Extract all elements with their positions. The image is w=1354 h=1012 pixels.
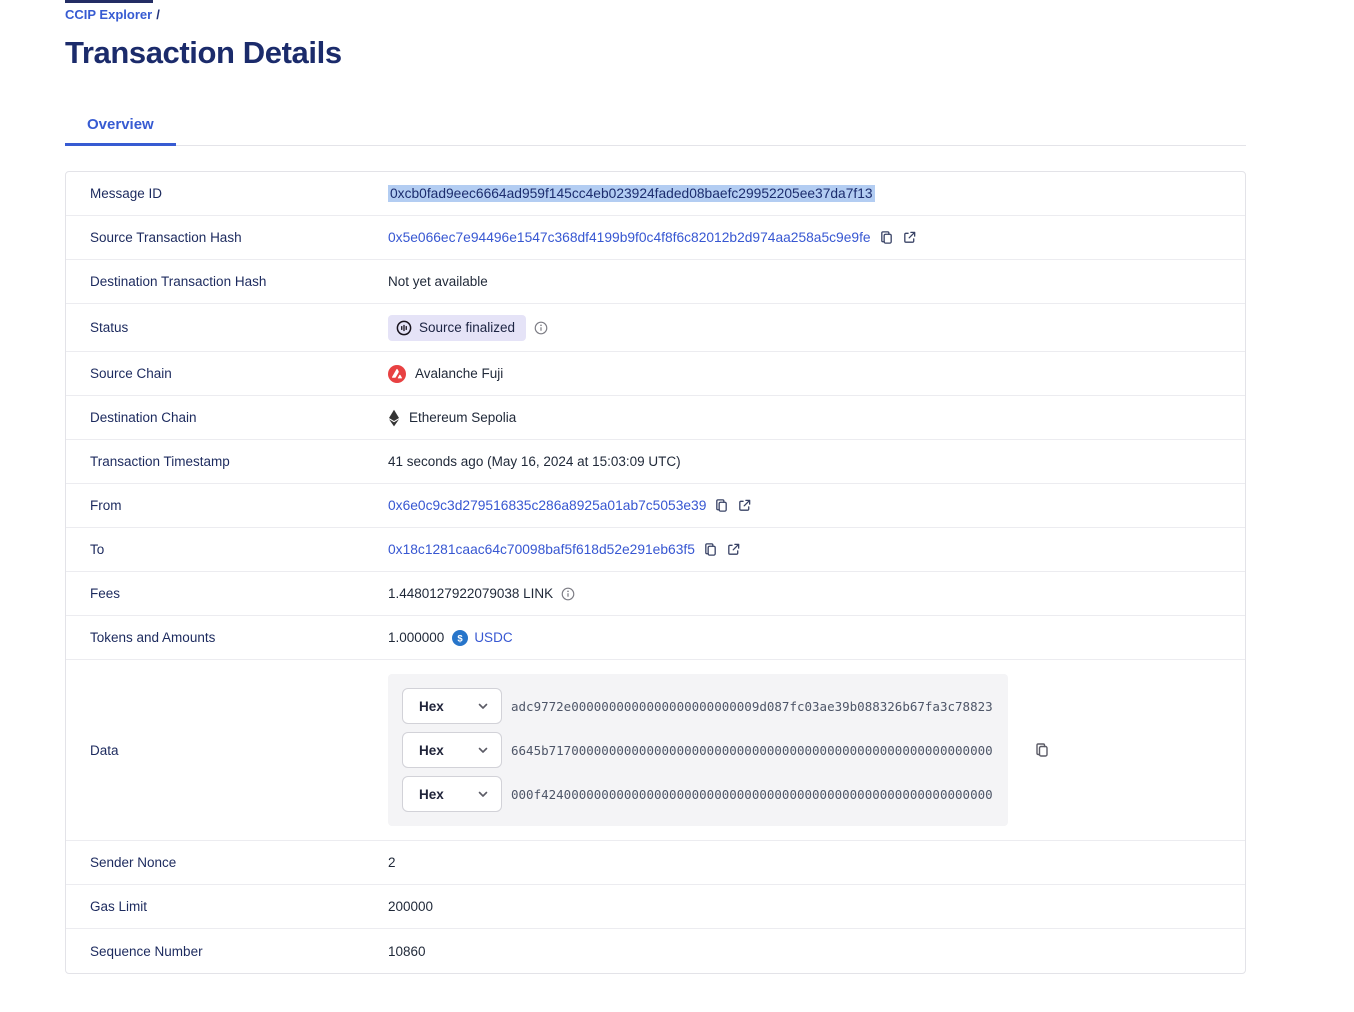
row-label-dest-chain: Destination Chain (90, 410, 388, 425)
avalanche-logo (388, 365, 406, 383)
copy-icon[interactable] (1034, 742, 1050, 758)
row-label-message-id: Message ID (90, 186, 388, 201)
row-data: Data Hex adc9772e00000000000000000000000… (66, 660, 1245, 841)
row-timestamp: Transaction Timestamp 41 seconds ago (Ma… (66, 440, 1245, 484)
token-symbol: USDC (474, 630, 512, 645)
gas-limit-value: 200000 (388, 899, 433, 914)
copy-icon[interactable] (879, 230, 894, 245)
row-tokens-and-amounts: Tokens and Amounts 1.000000 $ USDC (66, 616, 1245, 660)
data-format-label: Hex (419, 699, 444, 714)
ethereum-logo (388, 409, 400, 427)
sender-nonce-value: 2 (388, 855, 396, 870)
row-status: Status Source finalized (66, 304, 1245, 352)
data-hex-line: 6645b71700000000000000000000000000000000… (511, 743, 993, 758)
external-link-icon[interactable] (902, 230, 917, 245)
row-label-fees: Fees (90, 586, 388, 601)
token-amount-value: 1.000000 (388, 630, 444, 645)
row-label-source-chain: Source Chain (90, 366, 388, 381)
data-format-select[interactable]: Hex (402, 732, 502, 768)
chevron-down-icon (477, 700, 489, 712)
breadcrumb-separator: / (156, 7, 160, 22)
tab-overview[interactable]: Overview (65, 104, 176, 145)
copy-icon[interactable] (703, 542, 718, 557)
copy-icon[interactable] (714, 498, 729, 513)
row-fees: Fees 1.4480127922079038 LINK (66, 572, 1245, 616)
dest-tx-hash-value: Not yet available (388, 274, 488, 289)
row-label-source-tx-hash: Source Transaction Hash (90, 230, 388, 245)
data-hex-box: Hex adc9772e0000000000000000000000009d08… (388, 674, 1008, 826)
status-progress-icon (396, 320, 412, 336)
source-tx-hash-link[interactable]: 0x5e066ec7e94496e1547c368df4199b9f0c4f8f… (388, 230, 871, 245)
chevron-down-icon (477, 744, 489, 756)
info-icon[interactable] (534, 321, 548, 335)
page-title: Transaction Details (65, 35, 1246, 71)
data-hex-line: adc9772e0000000000000000000000009d087fc0… (511, 699, 993, 714)
transaction-details-table: Message ID 0xcb0fad9eec6664ad959f145cc4e… (65, 171, 1246, 974)
row-label-to: To (90, 542, 388, 557)
row-label-data: Data (90, 743, 388, 758)
row-to: To 0x18c1281caac64c70098baf5f618d52e291e… (66, 528, 1245, 572)
data-format-select[interactable]: Hex (402, 776, 502, 812)
to-address-link[interactable]: 0x18c1281caac64c70098baf5f618d52e291eb63… (388, 542, 695, 557)
row-label-sender-nonce: Sender Nonce (90, 855, 388, 870)
row-label-status: Status (90, 320, 388, 335)
row-label-tokens: Tokens and Amounts (90, 630, 388, 645)
row-sender-nonce: Sender Nonce 2 (66, 841, 1245, 885)
row-from: From 0x6e0c9c3d279516835c286a8925a01ab7c… (66, 484, 1245, 528)
status-badge-label: Source finalized (419, 320, 515, 335)
status-badge: Source finalized (388, 315, 526, 341)
timestamp-value: 41 seconds ago (May 16, 2024 at 15:03:09… (388, 454, 681, 469)
message-id-value: 0xcb0fad9eec6664ad959f145cc4eb023924fade… (388, 185, 875, 202)
chevron-down-icon (477, 788, 489, 800)
external-link-icon[interactable] (726, 542, 741, 557)
external-link-icon[interactable] (737, 498, 752, 513)
dest-chain-name: Ethereum Sepolia (409, 410, 516, 425)
row-sequence-number: Sequence Number 10860 (66, 929, 1245, 973)
breadcrumb-link-ccip-explorer[interactable]: CCIP Explorer (65, 7, 152, 22)
tab-bar: Overview (65, 104, 1246, 146)
svg-text:$: $ (458, 633, 464, 644)
data-hex-line: 000f424000000000000000000000000000000000… (511, 787, 993, 802)
breadcrumb: CCIP Explorer / (65, 7, 1246, 22)
row-label-from: From (90, 498, 388, 513)
clipped-top-artifact (65, 0, 153, 3)
row-message-id: Message ID 0xcb0fad9eec6664ad959f145cc4e… (66, 172, 1245, 216)
data-line: Hex 000f42400000000000000000000000000000… (402, 776, 994, 812)
row-label-gas-limit: Gas Limit (90, 899, 388, 914)
from-address-link[interactable]: 0x6e0c9c3d279516835c286a8925a01ab7c5053e… (388, 498, 706, 513)
row-source-chain: Source Chain Avalanche Fuji (66, 352, 1245, 396)
row-dest-tx-hash: Destination Transaction Hash Not yet ava… (66, 260, 1245, 304)
data-line: Hex 6645b7170000000000000000000000000000… (402, 732, 994, 768)
data-format-select[interactable]: Hex (402, 688, 502, 724)
token-link-usdc[interactable]: $ USDC (452, 630, 512, 646)
row-source-tx-hash: Source Transaction Hash 0x5e066ec7e94496… (66, 216, 1245, 260)
source-chain-name: Avalanche Fuji (415, 366, 503, 381)
sequence-number-value: 10860 (388, 944, 426, 959)
dest-chain-value: Ethereum Sepolia (388, 409, 516, 427)
data-line: Hex adc9772e0000000000000000000000009d08… (402, 688, 994, 724)
source-chain-value: Avalanche Fuji (388, 365, 503, 383)
info-icon[interactable] (561, 587, 575, 601)
row-label-dest-tx-hash: Destination Transaction Hash (90, 274, 388, 289)
row-dest-chain: Destination Chain Ethereum Sepolia (66, 396, 1245, 440)
row-label-timestamp: Transaction Timestamp (90, 454, 388, 469)
data-format-label: Hex (419, 787, 444, 802)
row-gas-limit: Gas Limit 200000 (66, 885, 1245, 929)
data-format-label: Hex (419, 743, 444, 758)
fees-value: 1.4480127922079038 LINK (388, 586, 553, 601)
page-content: CCIP Explorer / Transaction Details Overv… (0, 0, 1354, 974)
usdc-logo: $ (452, 630, 468, 646)
row-label-sequence-number: Sequence Number (90, 944, 388, 959)
